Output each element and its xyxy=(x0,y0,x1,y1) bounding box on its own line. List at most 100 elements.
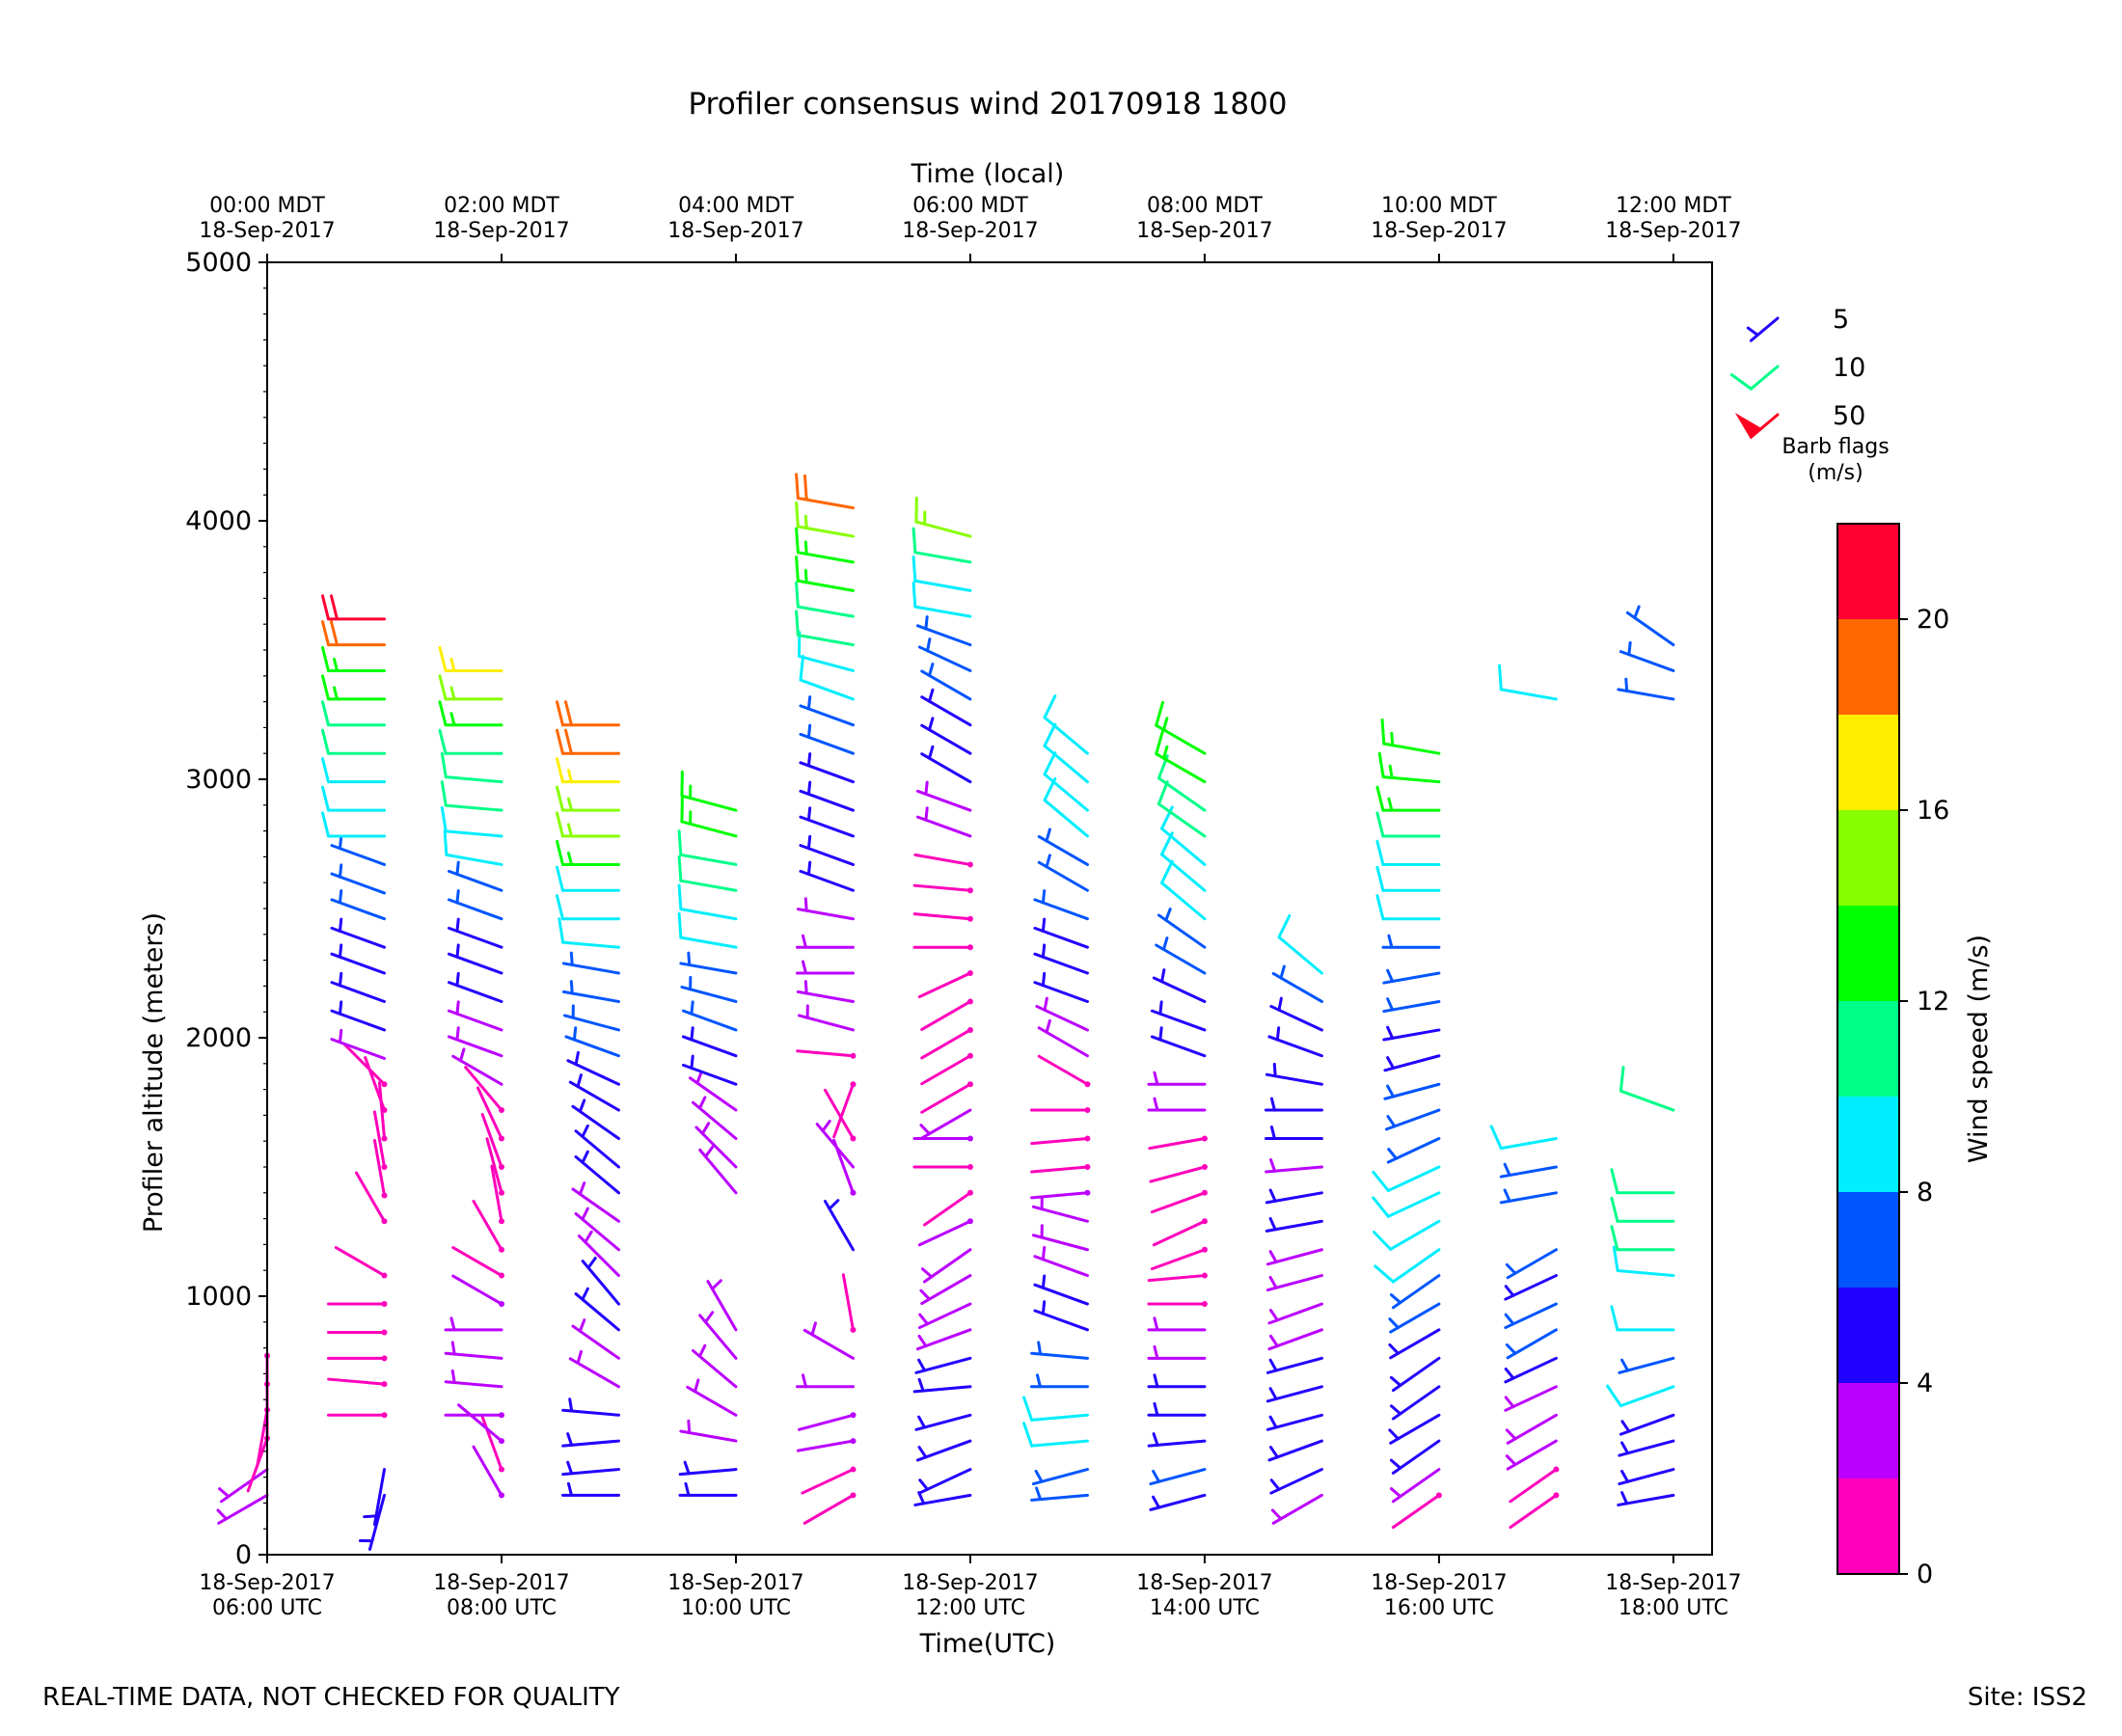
wind-barb-p12-7 xyxy=(1504,1302,1558,1330)
wind-barb-p4-17 xyxy=(562,1004,620,1032)
wind-barb-p7-20 xyxy=(912,944,973,951)
wind-barb-p8-8 xyxy=(1033,1245,1089,1278)
wind-barb-p8-16 xyxy=(1037,1018,1089,1058)
colorbar-tick-label: 0 xyxy=(1917,1560,1933,1589)
wind-barb-p12-6 xyxy=(1505,1328,1558,1360)
wind-barb-p3-16 xyxy=(447,1026,503,1058)
wind-barb-p6-5 xyxy=(803,1321,855,1360)
wind-barb-p9-15 xyxy=(1147,1071,1207,1086)
wind-barb-p3-9 xyxy=(472,1200,504,1253)
colorbar-bin xyxy=(1837,1001,1899,1097)
wind-barb-p4-7 xyxy=(581,1256,620,1306)
colorbar-bin xyxy=(1837,810,1899,906)
wind-barb-p3-2 xyxy=(457,1403,504,1445)
wind-barb-p6-30 xyxy=(795,527,855,564)
wind-barb-p5-20 xyxy=(680,796,738,838)
wind-barb-p8-19 xyxy=(1033,943,1089,975)
x-tick-date: 18-Sep-2017 xyxy=(902,1571,1038,1595)
wind-barb-p11-24 xyxy=(1375,811,1441,838)
y-tick-label: 4000 xyxy=(185,506,252,536)
wind-barb-p6-19 xyxy=(799,834,855,866)
wind-barb-p6-12 xyxy=(796,1049,857,1059)
wind-barb-p9-3 xyxy=(1147,1401,1207,1417)
wind-barb-p11-15 xyxy=(1383,1082,1441,1100)
wind-barb-p3-6 xyxy=(444,1316,503,1332)
wind-barb-p7-3 xyxy=(914,1413,972,1431)
wind-barb-p6-9 xyxy=(815,1119,855,1169)
wind-barb-p11-6 xyxy=(1388,1328,1441,1360)
colorbar-bin xyxy=(1837,906,1899,1001)
wind-barb-p6-22 xyxy=(799,752,855,784)
wind-barb-p3-15 xyxy=(451,1047,503,1086)
wind-barb-p0-1 xyxy=(218,1468,269,1504)
barb-flags-legend: 5 10 50 Barb flags(m/s) xyxy=(1729,305,1890,485)
wind-barb-p8-14 xyxy=(1029,1107,1091,1114)
wind-barb-p8-25 xyxy=(1043,751,1089,812)
wind-barb-p9-16 xyxy=(1150,1026,1207,1058)
wind-barb-p6-14 xyxy=(796,980,855,1003)
wind-barb-p8-27 xyxy=(1043,694,1089,755)
wind-barb-p3-5 xyxy=(444,1341,503,1360)
wind-barb-p0-0 xyxy=(216,1493,269,1525)
wind-barb-p6-11 xyxy=(832,1081,857,1139)
colorbar-bin xyxy=(1837,1478,1899,1574)
wind-barb-p11-18 xyxy=(1382,997,1441,1014)
x-tick-time: 08:00 UTC xyxy=(447,1596,557,1620)
colorbar-frame xyxy=(1836,523,1900,1575)
wind-barb-p4-0 xyxy=(560,1481,620,1497)
wind-barb-p11-1 xyxy=(1389,1468,1441,1504)
wind-barb-p9-8 xyxy=(1147,1272,1208,1283)
x-tick-date: 18-Sep-2017 xyxy=(433,1571,569,1595)
legend-barb-10 xyxy=(1729,365,1780,391)
wind-barb-p5-16 xyxy=(677,911,738,949)
wind-barb-p11-10 xyxy=(1372,1219,1441,1251)
x-tick-time: 18:00 UTC xyxy=(1619,1596,1728,1620)
wind-barb-p7-22 xyxy=(912,883,973,894)
wind-barb-p6-31 xyxy=(795,501,855,538)
wind-barb-p4-10 xyxy=(571,1181,620,1223)
top-tick-time: 02:00 MDT xyxy=(444,194,559,218)
wind-barb-p8-15 xyxy=(1037,1054,1091,1088)
wind-barb-p3-1 xyxy=(480,1415,504,1473)
wind-barb-p2-18 xyxy=(330,863,386,895)
wind-barb-p2-26 xyxy=(320,645,386,672)
wind-barb-p10-5 xyxy=(1265,1356,1323,1374)
colorbar-bin xyxy=(1837,619,1899,715)
wind-barb-p1-1 xyxy=(363,1468,386,1527)
wind-barb-p2-25 xyxy=(320,674,386,701)
quality-disclaimer: REAL-TIME DATA, NOT CHECKED FOR QUALITY xyxy=(42,1683,620,1712)
wind-barb-p9-22 xyxy=(1160,831,1207,892)
wind-barb-p7-16 xyxy=(920,1052,973,1086)
wind-barb-p6-16 xyxy=(795,934,855,949)
wind-barb-p3-21 xyxy=(447,889,503,921)
wind-barb-p3-22 xyxy=(447,860,503,892)
wind-barb-p10-2 xyxy=(1267,1439,1323,1462)
wind-barb-p11-2 xyxy=(1389,1439,1441,1475)
wind-barb-p4-23 xyxy=(555,839,620,866)
wind-barb-p8-20 xyxy=(1033,917,1089,949)
wind-barb-p9-7 xyxy=(1147,1301,1208,1308)
colorbar-tick-label: 12 xyxy=(1917,987,1949,1017)
wind-barb-p6-29 xyxy=(795,556,855,592)
wind-barb-p12-3 xyxy=(1505,1413,1558,1445)
x-axis-label: Time(UTC) xyxy=(919,1629,1056,1659)
top-tick-time: 06:00 MDT xyxy=(912,194,1028,218)
wind-barb-p10-17 xyxy=(1269,996,1323,1032)
wind-barb-p3-4 xyxy=(444,1369,503,1389)
wind-speed-colorbar: 0 4 8 12 16 20 Wind speed (m/s) xyxy=(1836,523,1994,1589)
x-tick-date: 18-Sep-2017 xyxy=(1371,1571,1507,1595)
wind-barb-p6-10 xyxy=(823,1088,857,1142)
y-tick-label: 1000 xyxy=(185,1282,252,1312)
x-tick-date: 18-Sep-2017 xyxy=(199,1571,335,1595)
wind-barb-p4-13 xyxy=(571,1099,620,1141)
wind-barb-p13-1 xyxy=(1618,1468,1675,1486)
legend-label: 5 xyxy=(1833,305,1849,335)
wind-barb-p8-7 xyxy=(1033,1274,1089,1306)
wind-barb-p11-5 xyxy=(1389,1356,1441,1393)
wind-barb-p8-2 xyxy=(1022,1422,1089,1448)
wind-barb-p5-3 xyxy=(686,1378,738,1417)
wind-barb-p10-1 xyxy=(1269,1468,1323,1495)
wind-barb-p5-14 xyxy=(680,975,738,1003)
x-tick-time: 12:00 UTC xyxy=(915,1596,1025,1620)
wind-barb-p10-3 xyxy=(1265,1413,1323,1431)
